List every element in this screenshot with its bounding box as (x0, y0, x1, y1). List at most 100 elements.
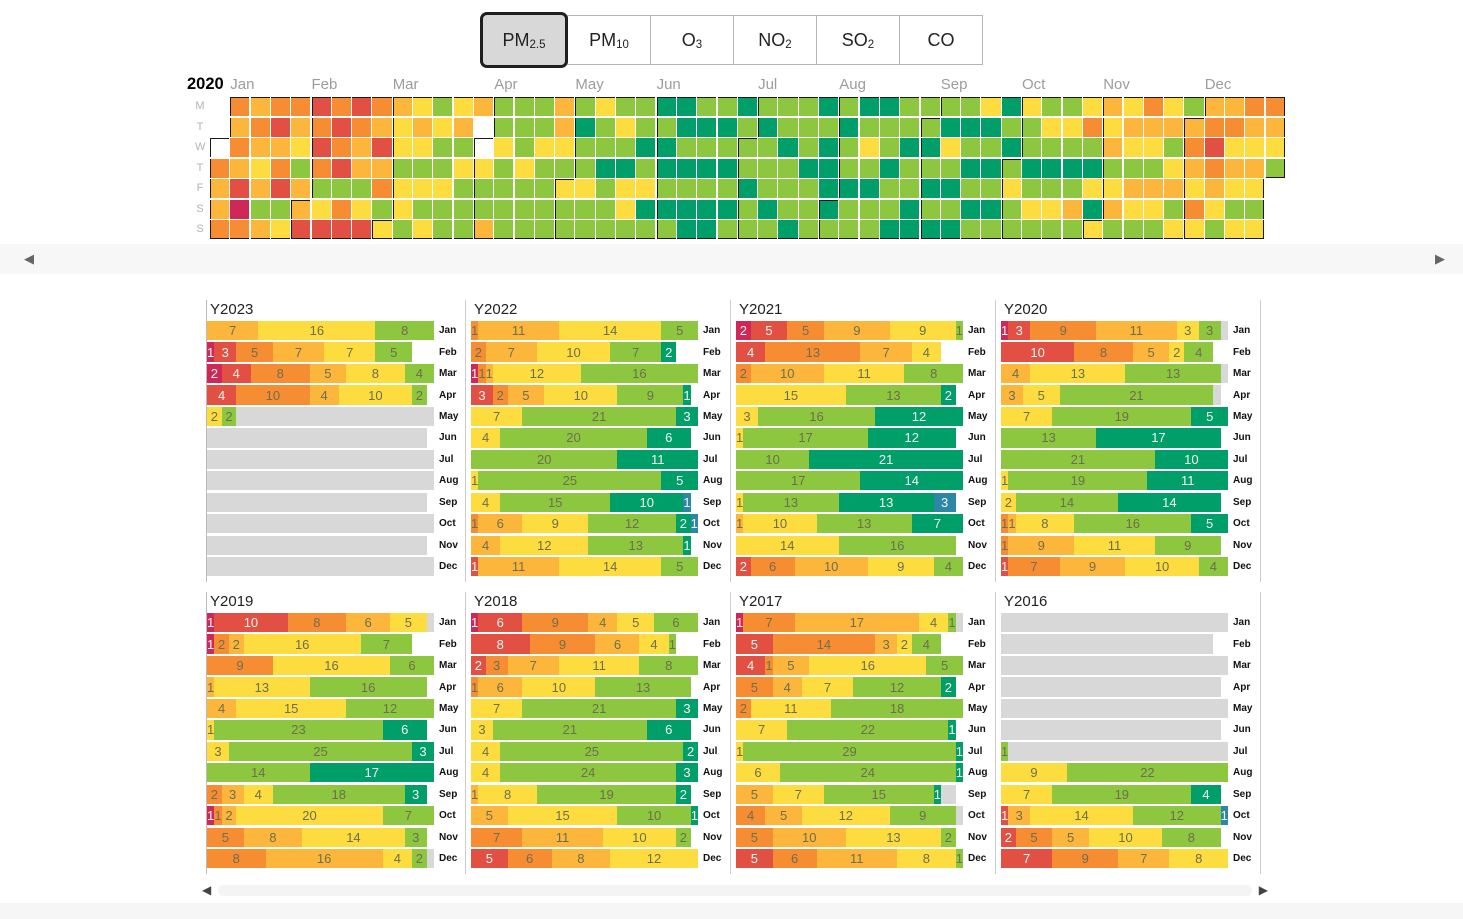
calendar-day-cell[interactable] (413, 220, 433, 240)
bar-segment[interactable]: 17 (736, 471, 861, 491)
calendar-day-cell[interactable] (210, 179, 230, 199)
calendar-day-cell[interactable] (758, 199, 778, 219)
calendar-day-cell[interactable] (616, 138, 636, 158)
bar-segment[interactable]: 1 (1001, 321, 1009, 341)
bar-segment[interactable]: 10 (794, 557, 868, 577)
bar-segment[interactable]: 16 (272, 655, 391, 676)
bar-segment[interactable]: 14 (860, 471, 963, 491)
calendar-day-cell[interactable] (534, 158, 554, 178)
calendar-day-cell[interactable] (534, 97, 554, 117)
bar-segment[interactable]: 2 (736, 363, 751, 384)
calendar-day-cell[interactable] (352, 117, 372, 137)
calendar-day-cell[interactable] (798, 199, 818, 219)
calendar-day-cell[interactable] (900, 158, 920, 178)
bar-segment[interactable]: 15 (507, 806, 618, 826)
bar-segment[interactable]: 7 (324, 342, 376, 362)
bar-segment[interactable]: 2 (221, 406, 237, 427)
bar-segment[interactable]: 16 (309, 677, 427, 697)
bar-segment[interactable]: 13 (845, 827, 942, 847)
calendar-day-cell[interactable] (819, 138, 839, 158)
bar-segment[interactable]: 3 (1176, 321, 1199, 341)
calendar-day-cell[interactable] (1225, 158, 1245, 178)
calendar-day-cell[interactable] (352, 158, 372, 178)
calendar-day-cell[interactable] (311, 220, 331, 240)
calendar-day-cell[interactable] (636, 97, 656, 117)
bar-segment[interactable]: 16 (265, 849, 383, 869)
bar-segment[interactable]: 8 (471, 634, 530, 654)
bar-segment[interactable]: 5 (390, 613, 427, 633)
calendar-day-cell[interactable] (839, 220, 859, 240)
calendar-day-cell[interactable] (291, 158, 311, 178)
calendar-day-cell[interactable] (737, 199, 757, 219)
calendar-day-cell[interactable] (758, 97, 778, 117)
bar-segment[interactable]: 11 (478, 321, 559, 341)
calendar-day-cell[interactable] (636, 179, 656, 199)
bar-segment[interactable]: 1 (1001, 535, 1009, 555)
calendar-day-cell[interactable] (1042, 97, 1062, 117)
calendar-day-cell[interactable] (981, 220, 1001, 240)
bar-segment[interactable]: 10 (736, 449, 810, 469)
calendar-day-cell[interactable] (331, 220, 351, 240)
calendar-day-cell[interactable] (839, 117, 859, 137)
calendar-day-cell[interactable] (819, 179, 839, 199)
calendar-day-cell[interactable] (961, 97, 981, 117)
calendar-day-cell[interactable] (270, 220, 291, 240)
bar-segment[interactable]: 7 (772, 784, 824, 804)
calendar-day-cell[interactable] (717, 220, 737, 240)
calendar-day-cell[interactable] (453, 220, 473, 240)
bar-segment[interactable]: 1 (1220, 806, 1228, 826)
calendar-day-cell[interactable] (230, 199, 250, 219)
calendar-day-cell[interactable] (514, 158, 534, 178)
bar-segment[interactable]: 4 (243, 784, 273, 804)
calendar-day-cell[interactable] (494, 179, 514, 199)
bar-segment[interactable]: 16 (838, 535, 956, 555)
calendar-day-cell[interactable] (453, 158, 473, 178)
calendar-day-cell[interactable] (433, 179, 453, 199)
bar-segment[interactable]: 7 (743, 613, 795, 633)
bar-segment[interactable]: 5 (736, 634, 773, 654)
calendar-day-cell[interactable] (291, 97, 311, 117)
bar-segment[interactable]: 7 (1001, 849, 1053, 869)
calendar-day-cell[interactable] (230, 220, 250, 240)
bar-segment[interactable]: 2 (676, 827, 691, 847)
bar-segment[interactable]: 10 (544, 385, 618, 405)
calendar-day-cell[interactable] (1204, 199, 1224, 219)
bar-segment[interactable]: 1 (478, 363, 486, 384)
bar-segment[interactable]: 3 (471, 720, 493, 740)
calendar-day-cell[interactable] (1022, 220, 1042, 240)
calendar-day-cell[interactable] (1184, 138, 1204, 158)
calendar-day-cell[interactable] (920, 117, 940, 137)
bar-segment[interactable]: 3 (1198, 321, 1221, 341)
bar-segment[interactable]: 8 (243, 827, 303, 847)
bar-segment[interactable]: 2 (492, 385, 508, 405)
calendar-day-cell[interactable] (1123, 117, 1143, 137)
calendar-day-cell[interactable] (270, 179, 291, 199)
bar-segment[interactable]: 19 (1052, 406, 1192, 427)
bar-segment[interactable]: 9 (1052, 849, 1119, 869)
bar-segment[interactable]: 11 (617, 449, 698, 469)
calendar-day-cell[interactable] (413, 117, 433, 137)
calendar-day-cell[interactable] (819, 97, 839, 117)
calendar-day-cell[interactable] (697, 97, 717, 117)
bar-segment[interactable]: 4 (911, 634, 941, 654)
calendar-day-cell[interactable] (311, 199, 331, 219)
bar-segment[interactable]: 3 (736, 406, 758, 427)
calendar-day-cell[interactable] (737, 117, 757, 137)
bar-segment[interactable]: 9 (867, 557, 934, 577)
calendar-day-cell[interactable] (352, 138, 372, 158)
bar-segment[interactable]: 21 (1059, 385, 1214, 405)
calendar-day-cell[interactable] (433, 158, 453, 178)
bar-segment[interactable]: 5 (750, 321, 788, 341)
calendar-day-cell[interactable] (1184, 179, 1204, 199)
bar-segment[interactable]: 7 (507, 655, 559, 676)
calendar-day-cell[interactable] (331, 117, 351, 137)
calendar-day-cell[interactable] (1022, 138, 1042, 158)
calendar-day-cell[interactable] (392, 117, 412, 137)
bar-segment[interactable]: 5 (207, 827, 244, 847)
calendar-day-cell[interactable] (270, 97, 291, 117)
calendar-day-cell[interactable] (473, 220, 494, 240)
bar-segment[interactable]: 22 (1066, 763, 1228, 783)
calendar-day-cell[interactable] (1042, 199, 1062, 219)
calendar-day-cell[interactable] (433, 97, 453, 117)
bar-segment[interactable]: 25 (228, 741, 413, 761)
